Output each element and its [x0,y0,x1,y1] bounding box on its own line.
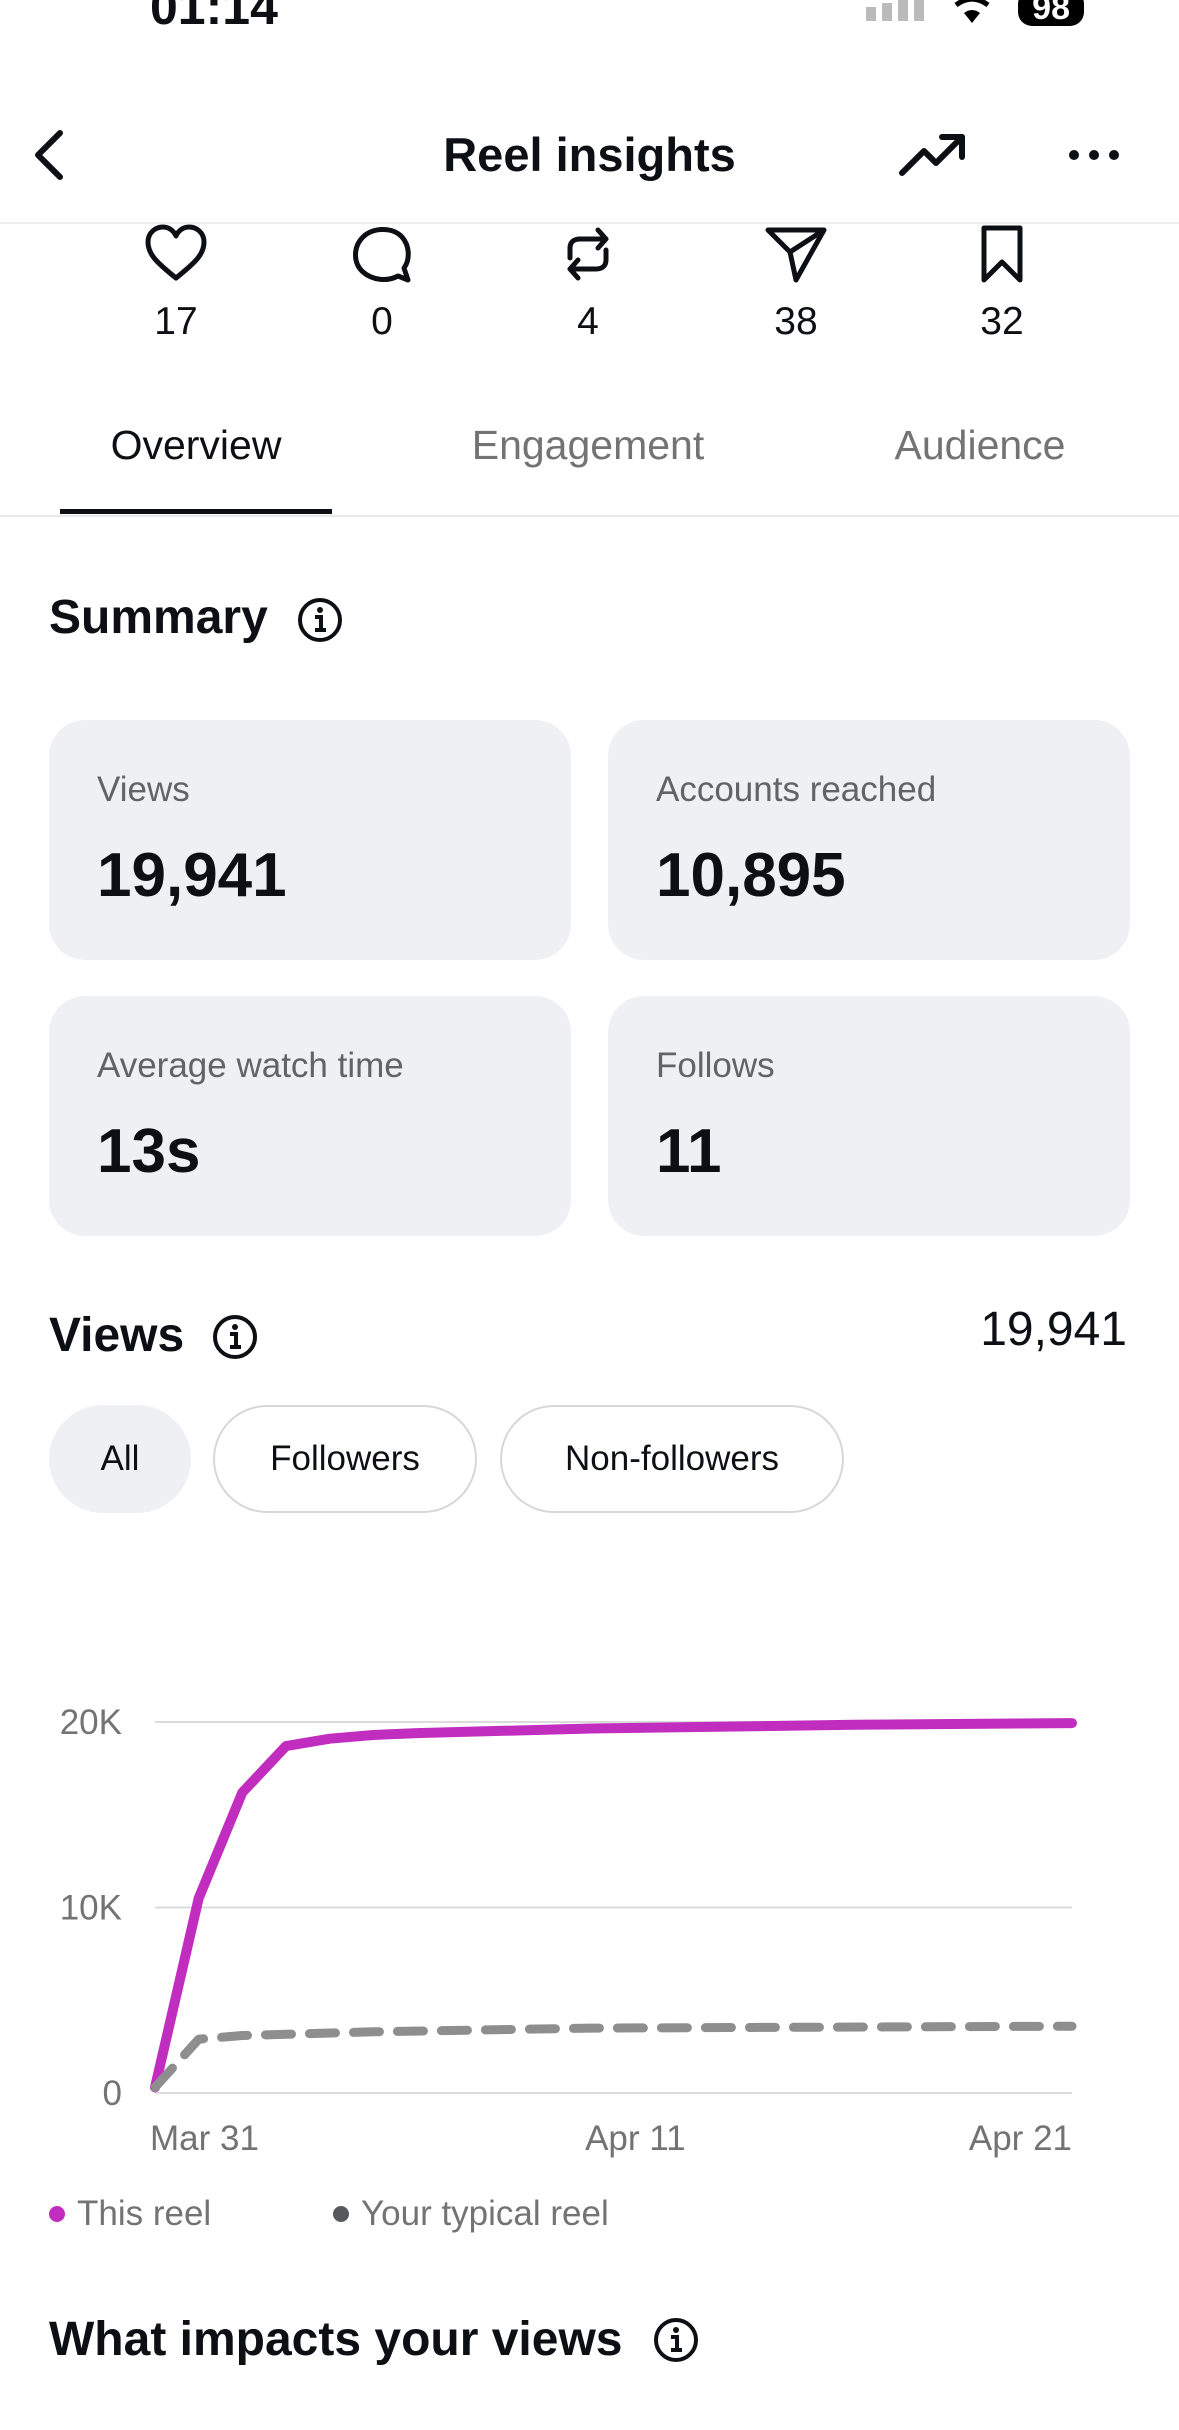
views-card-value: 19,941 [97,841,287,910]
views-card[interactable]: Views 19,941 [49,720,571,960]
average-watch-time-value: 13s [97,1117,201,1186]
legend-typical-reel-label: Your typical reel [361,2194,609,2233]
accounts-reached-value: 10,895 [656,841,846,910]
x-tick-label: Mar 31 [150,2119,259,2158]
likes-count: 17 [154,300,198,343]
legend-this-reel: This reel [49,2194,211,2234]
filter-all-pill[interactable]: All [49,1405,191,1513]
y-tick-label: 10K [60,1889,122,1928]
legend-typical-reel-dot [333,2206,349,2222]
top-nav-bar [0,100,1179,224]
share-icon [765,227,827,283]
saves-count: 32 [980,300,1024,343]
series-typical-reel-line [150,2021,1077,2092]
repost-icon [567,227,609,281]
comments-count: 0 [371,300,393,343]
accounts-reached-card[interactable]: Accounts reached 10,895 [608,720,1130,960]
tab-engagement[interactable]: Engagement [471,422,705,468]
impacts-title: What impacts your views [49,2313,623,2366]
follows-label: Follows [656,1046,775,1085]
average-watch-time-card[interactable]: Average watch time 13s [49,996,571,1236]
signal-icon [866,0,925,21]
page-title: Reel insights [443,128,736,181]
comment-icon [353,227,411,283]
tab-audience[interactable]: Audience [894,422,1066,468]
shares-metric: 38 [726,222,866,344]
filter-followers-pill[interactable]: Followers [213,1405,477,1513]
views-card-label: Views [97,770,190,809]
y-tick-label: 0 [103,2074,122,2113]
back-icon[interactable] [24,125,84,185]
comments-metric: 0 [312,222,452,344]
legend-this-reel-label: This reel [77,2194,212,2233]
heart-icon [145,224,207,281]
trending-icon[interactable] [898,125,968,185]
accounts-reached-label: Accounts reached [656,770,937,809]
x-tick-label: Apr 11 [585,2119,686,2158]
likes-metric: 17 [106,222,246,344]
saves-metric: 32 [932,222,1072,344]
bookmark-icon [981,225,1023,283]
tab-overview[interactable]: Overview [110,422,282,468]
views-title: Views [49,1309,185,1362]
reposts-count: 4 [577,300,599,343]
tabs-divider [0,515,1179,517]
summary-title: Summary [49,591,268,644]
summary-info-icon[interactable] [296,596,344,644]
x-tick-label: Apr 21 [969,2119,1072,2158]
status-indicators: 98 [866,0,1084,26]
legend-this-reel-dot [49,2206,65,2222]
views-info-icon[interactable] [211,1313,259,1361]
active-tab-indicator [60,509,332,514]
series-this-reel-line [150,1718,1077,2093]
battery-indicator: 98 [1018,0,1084,26]
average-watch-time-label: Average watch time [97,1046,404,1085]
follows-value: 11 [656,1117,722,1186]
views-line-chart: 0 10K 20K Mar 31 Apr 11 Apr 21 [60,1703,1077,2158]
impacts-info-icon[interactable] [652,2316,700,2364]
legend-typical-reel: Your typical reel [333,2194,609,2234]
y-tick-label: 20K [60,1703,122,1742]
follows-card[interactable]: Follows 11 [608,996,1130,1236]
status-time: 01:14 [150,0,278,35]
filter-non-followers-pill[interactable]: Non-followers [500,1405,844,1513]
reposts-metric: 4 [518,222,658,344]
shares-count: 38 [774,300,818,343]
wifi-icon [954,0,990,23]
views-total: 19,941 [980,1303,1127,1356]
more-options-icon[interactable] [1068,130,1120,180]
